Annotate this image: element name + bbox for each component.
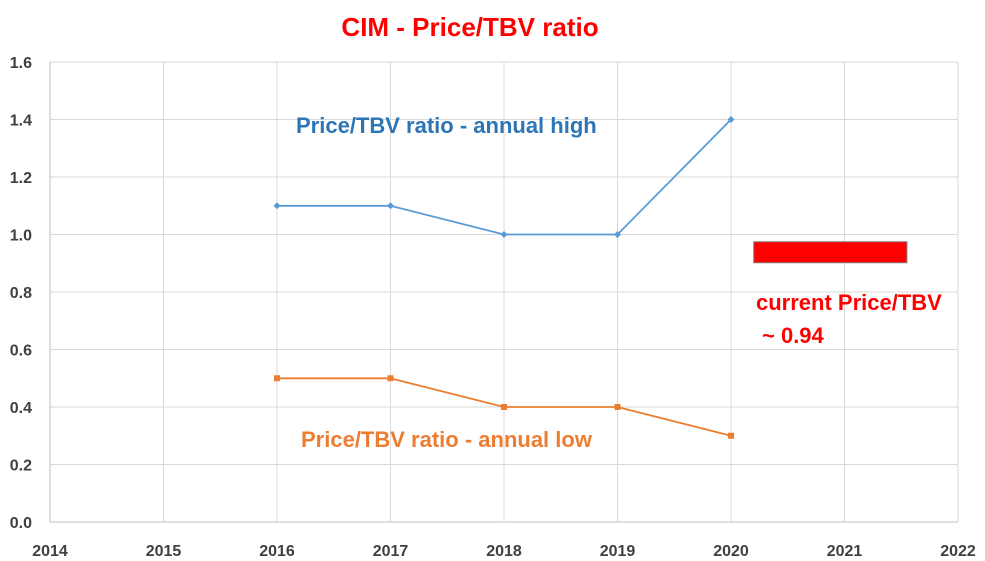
data-point	[273, 202, 281, 210]
x-tick-label: 2014	[32, 543, 68, 560]
x-tick-label: 2022	[940, 543, 976, 560]
data-point	[501, 404, 507, 410]
y-tick-label: 0.4	[10, 400, 32, 417]
data-point	[387, 375, 394, 382]
y-tick-label: 0.2	[10, 458, 32, 475]
chart-title: CIM - Price/TBV ratio	[341, 12, 598, 42]
x-tick-label: 2018	[486, 543, 522, 560]
y-tick-label: 0.0	[10, 515, 32, 532]
y-tick-label: 1.0	[10, 228, 32, 245]
data-point	[387, 202, 394, 210]
annotation-line-2: ~ 0.94	[762, 323, 825, 348]
x-tick-label: 2020	[713, 543, 749, 560]
current-value-annotation: current Price/TBV ~ 0.94	[753, 241, 942, 348]
y-tick-label: 0.6	[10, 343, 32, 360]
x-axis-ticks: 2014 2015 2016 2017 2018 2019 2020 2021 2022	[32, 543, 976, 560]
y-tick-label: 0.8	[10, 285, 32, 302]
data-point	[614, 231, 621, 238]
x-tick-label: 2016	[259, 543, 295, 560]
data-point	[728, 432, 734, 439]
y-tick-label: 1.4	[10, 113, 32, 130]
y-tick-label: 1.6	[10, 55, 32, 72]
series-label-high: Price/TBV ratio - annual high	[296, 113, 597, 138]
x-tick-label: 2021	[827, 543, 863, 560]
annotation-line-1: current Price/TBV	[756, 290, 942, 315]
data-point	[614, 404, 621, 410]
x-tick-label: 2017	[373, 543, 409, 560]
data-point	[727, 116, 735, 123]
y-tick-label: 1.2	[10, 170, 32, 187]
data-point	[274, 375, 280, 382]
series-label-low: Price/TBV ratio - annual low	[301, 427, 593, 452]
x-tick-label: 2015	[146, 543, 182, 560]
axes	[49, 62, 958, 523]
series-group	[273, 116, 735, 439]
data-point	[500, 231, 508, 238]
x-tick-label: 2019	[600, 543, 636, 560]
y-axis-ticks: 0.0 0.2 0.4 0.6 0.8 1.0 1.2 1.4 1.6	[10, 55, 32, 532]
current-value-bar	[753, 241, 908, 264]
